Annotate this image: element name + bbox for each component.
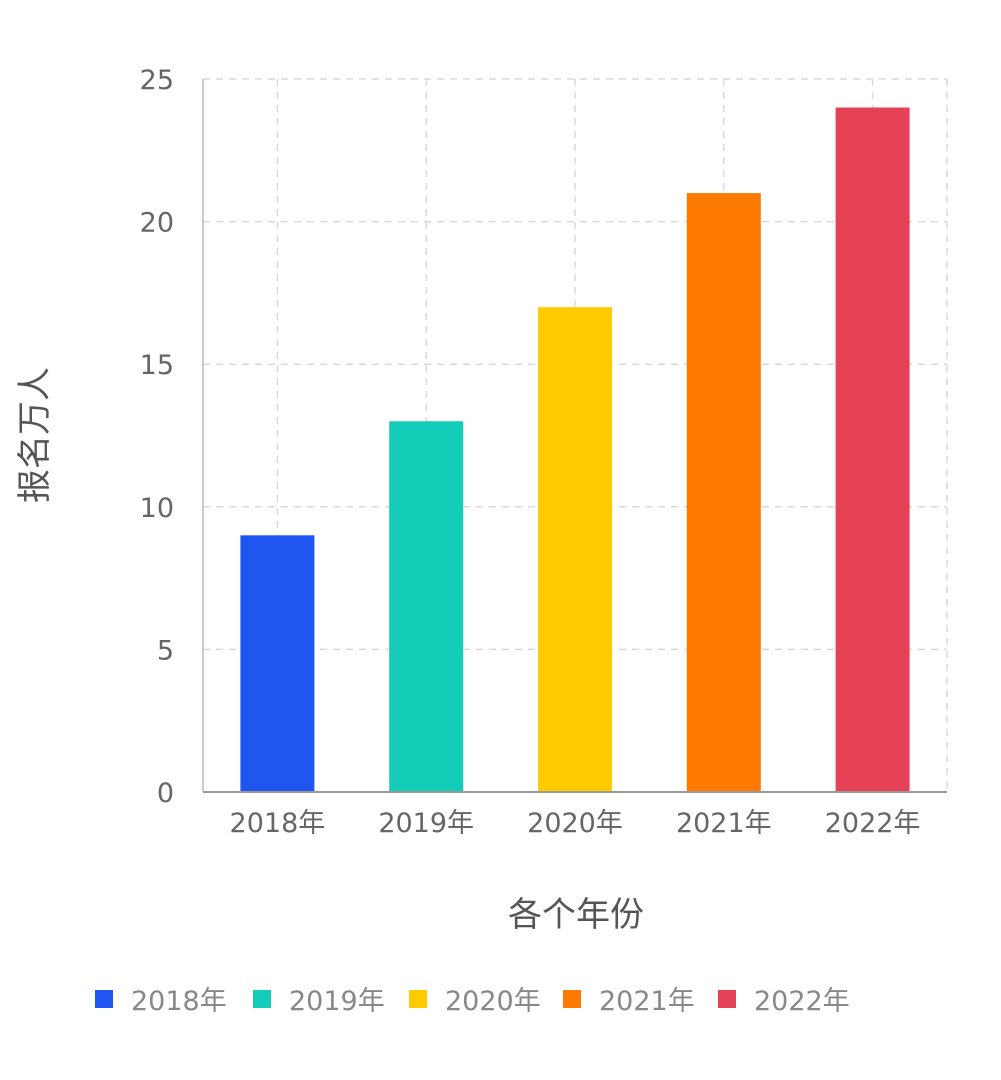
x-tick-label: 2022年 — [825, 808, 921, 839]
x-axis-title: 各个年份 — [508, 895, 644, 935]
x-tick-label: 2021年 — [676, 808, 772, 839]
x-tick-label: 2020年 — [527, 808, 623, 839]
bar-2022年 — [835, 107, 910, 792]
legend-label: 2019年 — [289, 986, 385, 1017]
bar-2021年 — [686, 193, 761, 792]
legend-label: 2018年 — [131, 986, 227, 1017]
x-axis — [202, 79, 947, 793]
legend-label: 2022年 — [754, 986, 850, 1017]
x-axis-ticks: 2018年 2019年 2020年 2021年 2022年 — [230, 808, 921, 839]
legend-swatch — [718, 990, 736, 1008]
legend: 2018年 2019年 2020年 2021年 2022年 — [95, 986, 850, 1017]
y-axis-ticks: 0 5 10 15 20 25 — [140, 65, 174, 809]
x-tick-label: 2019年 — [378, 808, 474, 839]
legend-swatch — [563, 990, 581, 1008]
legend-label: 2021年 — [599, 986, 695, 1017]
y-tick-label: 20 — [140, 208, 174, 239]
legend-swatch — [409, 990, 427, 1008]
legend-label: 2020年 — [445, 986, 541, 1017]
y-tick-label: 25 — [140, 65, 174, 96]
y-tick-label: 10 — [140, 493, 174, 524]
bar-2018年 — [240, 535, 315, 792]
x-tick-label: 2018年 — [230, 808, 326, 839]
bars — [240, 107, 910, 792]
bar-2020年 — [538, 307, 612, 792]
legend-swatch — [95, 990, 113, 1008]
y-tick-label: 15 — [140, 350, 174, 381]
legend-swatch — [253, 990, 271, 1008]
y-tick-label: 5 — [157, 635, 174, 666]
y-axis-title: 报名万人 — [15, 367, 55, 503]
bar-2019年 — [389, 421, 464, 792]
y-tick-label: 0 — [157, 778, 174, 809]
